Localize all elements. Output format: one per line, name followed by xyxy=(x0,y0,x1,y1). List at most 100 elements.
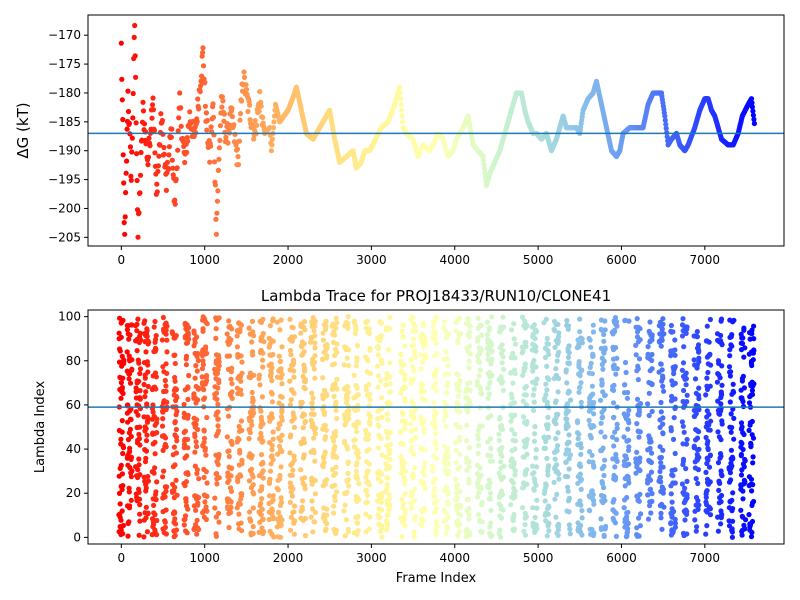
lambda-point xyxy=(287,336,293,342)
lambda-point xyxy=(497,345,503,351)
lambda-point xyxy=(749,331,755,337)
lambda-point xyxy=(142,372,148,378)
delta-g-point xyxy=(204,127,210,133)
lambda-point xyxy=(269,378,275,384)
lambda-point xyxy=(717,480,723,486)
lambda-point xyxy=(386,492,392,498)
delta-g-point xyxy=(158,111,164,117)
delta-g-point xyxy=(169,157,175,163)
lambda-point xyxy=(563,451,569,457)
lambda-point xyxy=(478,528,484,534)
y-tick-label: −190 xyxy=(48,144,81,158)
lambda-point xyxy=(399,409,405,415)
lambda-point xyxy=(648,510,654,516)
lambda-point xyxy=(729,527,735,533)
lambda-point xyxy=(738,347,745,353)
lambda-point xyxy=(250,489,256,495)
lambda-point xyxy=(600,366,606,372)
y-tick-label: −185 xyxy=(48,115,81,129)
lambda-point xyxy=(247,370,253,376)
lambda-point xyxy=(554,462,560,468)
lambda-point xyxy=(378,378,384,384)
lambda-point xyxy=(500,314,506,320)
lambda-point xyxy=(279,432,285,438)
lambda-point xyxy=(279,409,285,415)
lambda-point xyxy=(234,505,240,511)
lambda-point xyxy=(412,354,418,360)
lambda-point xyxy=(143,485,149,491)
lambda-point xyxy=(579,532,585,538)
lambda-point xyxy=(275,487,281,493)
lambda-point xyxy=(542,354,549,361)
lambda-point xyxy=(234,344,240,350)
lambda-point xyxy=(659,484,665,490)
lambda-point xyxy=(235,478,241,485)
delta-g-point xyxy=(750,108,756,114)
lambda-point xyxy=(645,492,651,498)
lambda-point xyxy=(658,361,664,367)
lambda-point xyxy=(320,375,326,381)
lambda-point xyxy=(331,510,337,516)
lambda-point xyxy=(420,322,426,329)
lambda-point xyxy=(693,528,699,534)
lambda-point xyxy=(634,396,641,402)
delta-g-point xyxy=(208,143,214,149)
lambda-point xyxy=(126,485,132,491)
delta-g-point xyxy=(154,181,160,187)
lambda-point xyxy=(226,465,233,471)
lambda-point xyxy=(635,339,642,345)
lambda-point xyxy=(341,412,347,418)
lambda-point xyxy=(659,321,666,327)
lambda-point xyxy=(552,456,558,462)
x-tick-label: 7000 xyxy=(690,551,721,565)
lambda-point xyxy=(124,503,131,509)
lambda-point xyxy=(520,414,527,420)
lambda-point xyxy=(321,459,327,465)
lambda-point xyxy=(746,400,753,406)
lambda-point xyxy=(321,512,327,518)
lambda-point xyxy=(237,472,243,478)
lambda-point xyxy=(191,391,197,397)
lambda-point xyxy=(453,440,459,446)
lambda-point xyxy=(554,358,560,364)
lambda-point xyxy=(511,461,517,467)
delta-g-point xyxy=(146,135,152,141)
lambda-point xyxy=(534,505,540,511)
lambda-point xyxy=(564,409,570,415)
lambda-point xyxy=(226,353,233,359)
lambda-point xyxy=(519,350,525,356)
lambda-point xyxy=(703,469,709,475)
lambda-point xyxy=(237,373,244,379)
lambda-point xyxy=(172,378,178,384)
lambda-point xyxy=(522,522,528,528)
lambda-point xyxy=(614,437,620,443)
lambda-point xyxy=(707,479,713,485)
lambda-point xyxy=(143,333,149,339)
lambda-point xyxy=(485,351,491,358)
lambda-point xyxy=(634,316,640,322)
delta-g-point xyxy=(159,117,165,124)
lambda-point xyxy=(215,461,221,468)
lambda-point xyxy=(741,354,747,360)
lambda-point xyxy=(288,397,294,403)
lambda-point xyxy=(344,383,350,390)
lambda-point xyxy=(441,417,447,423)
lambda-point xyxy=(127,332,133,338)
lambda-point xyxy=(587,337,593,343)
lambda-point xyxy=(308,411,314,417)
delta-g-point xyxy=(221,111,227,117)
lambda-point xyxy=(409,444,415,450)
lambda-point xyxy=(182,428,188,434)
lambda-point xyxy=(454,519,460,525)
lambda-point xyxy=(543,518,549,524)
y-tick-label: −200 xyxy=(48,201,81,215)
lambda-point xyxy=(432,329,439,336)
lambda-point xyxy=(377,406,383,412)
delta-g-point xyxy=(216,156,222,162)
lambda-point xyxy=(384,513,391,519)
lambda-point xyxy=(323,318,329,324)
lambda-point xyxy=(117,501,123,507)
lambda-point xyxy=(412,498,418,504)
lambda-point xyxy=(586,459,592,465)
